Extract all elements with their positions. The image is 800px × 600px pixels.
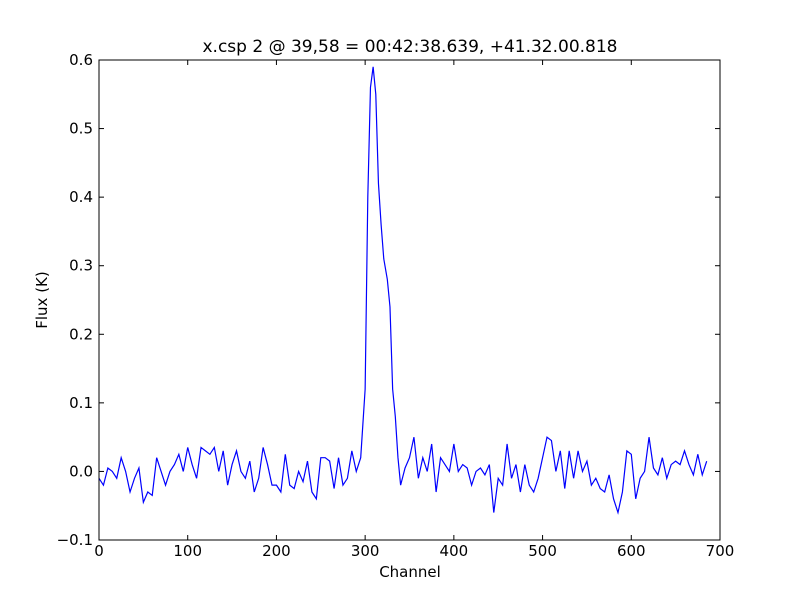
x-tick-label: 600 [617, 542, 646, 560]
x-tick-label: 500 [528, 542, 557, 560]
y-tick-label: 0.2 [69, 325, 93, 343]
x-tick-label: 400 [440, 542, 469, 560]
y-tick-label: 0.3 [69, 257, 93, 275]
plot-frame [98, 59, 721, 541]
y-tick-label: 0.6 [69, 51, 93, 69]
x-tick-label: 200 [262, 542, 291, 560]
y-axis-label: Flux (K) [33, 271, 51, 329]
y-tick-label: 0.1 [69, 394, 93, 412]
y-tick-label: 0.5 [69, 120, 93, 138]
x-axis-label: Channel [379, 563, 441, 581]
x-tick-label: 700 [706, 542, 735, 560]
y-tick-label: 0.4 [69, 188, 93, 206]
data-line [98, 66, 708, 515]
chart-title: x.csp 2 @ 39,58 = 00:42:38.639, +41.32.0… [202, 37, 617, 57]
x-tick-label: 300 [351, 542, 380, 560]
y-tick-label: 0.0 [69, 462, 93, 480]
x-tick-label: 0 [94, 542, 104, 560]
x-tick-label: 100 [173, 542, 202, 560]
y-tick-label: −0.1 [57, 531, 93, 549]
